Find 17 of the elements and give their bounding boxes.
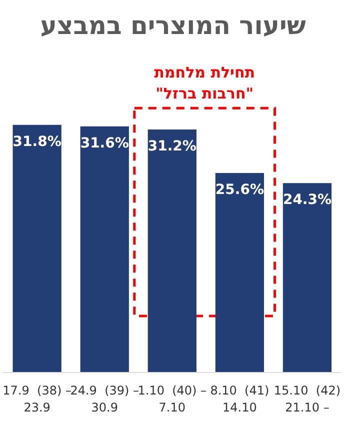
bar (12, 124, 62, 372)
x-tick-label: 8.10 (41) 14.10 (210, 384, 270, 414)
data-label: 31.8% (12, 134, 62, 150)
bar (215, 173, 264, 372)
data-label: 25.6% (215, 182, 264, 198)
x-tick-label: 24.9 (39) – 30.9 (70, 384, 140, 414)
bar (80, 126, 129, 372)
data-label: 31.2% (148, 138, 196, 155)
x-tick-label: 17.9 (38) – 23.9 (2, 384, 72, 414)
x-tick-label: 15.10 (42) 21.10 – (274, 384, 341, 414)
chart-title: שיעור המוצרים במבצע (40, 11, 306, 40)
data-label: 31.6% (80, 135, 129, 152)
x-tick-label: 1.10 (40) – 7.10 (138, 384, 207, 414)
bar (282, 183, 332, 372)
bar (148, 130, 196, 372)
data-label: 24.3% (282, 192, 332, 208)
text: תחילת מלחמת "חרבות ברזל" (154, 64, 256, 103)
